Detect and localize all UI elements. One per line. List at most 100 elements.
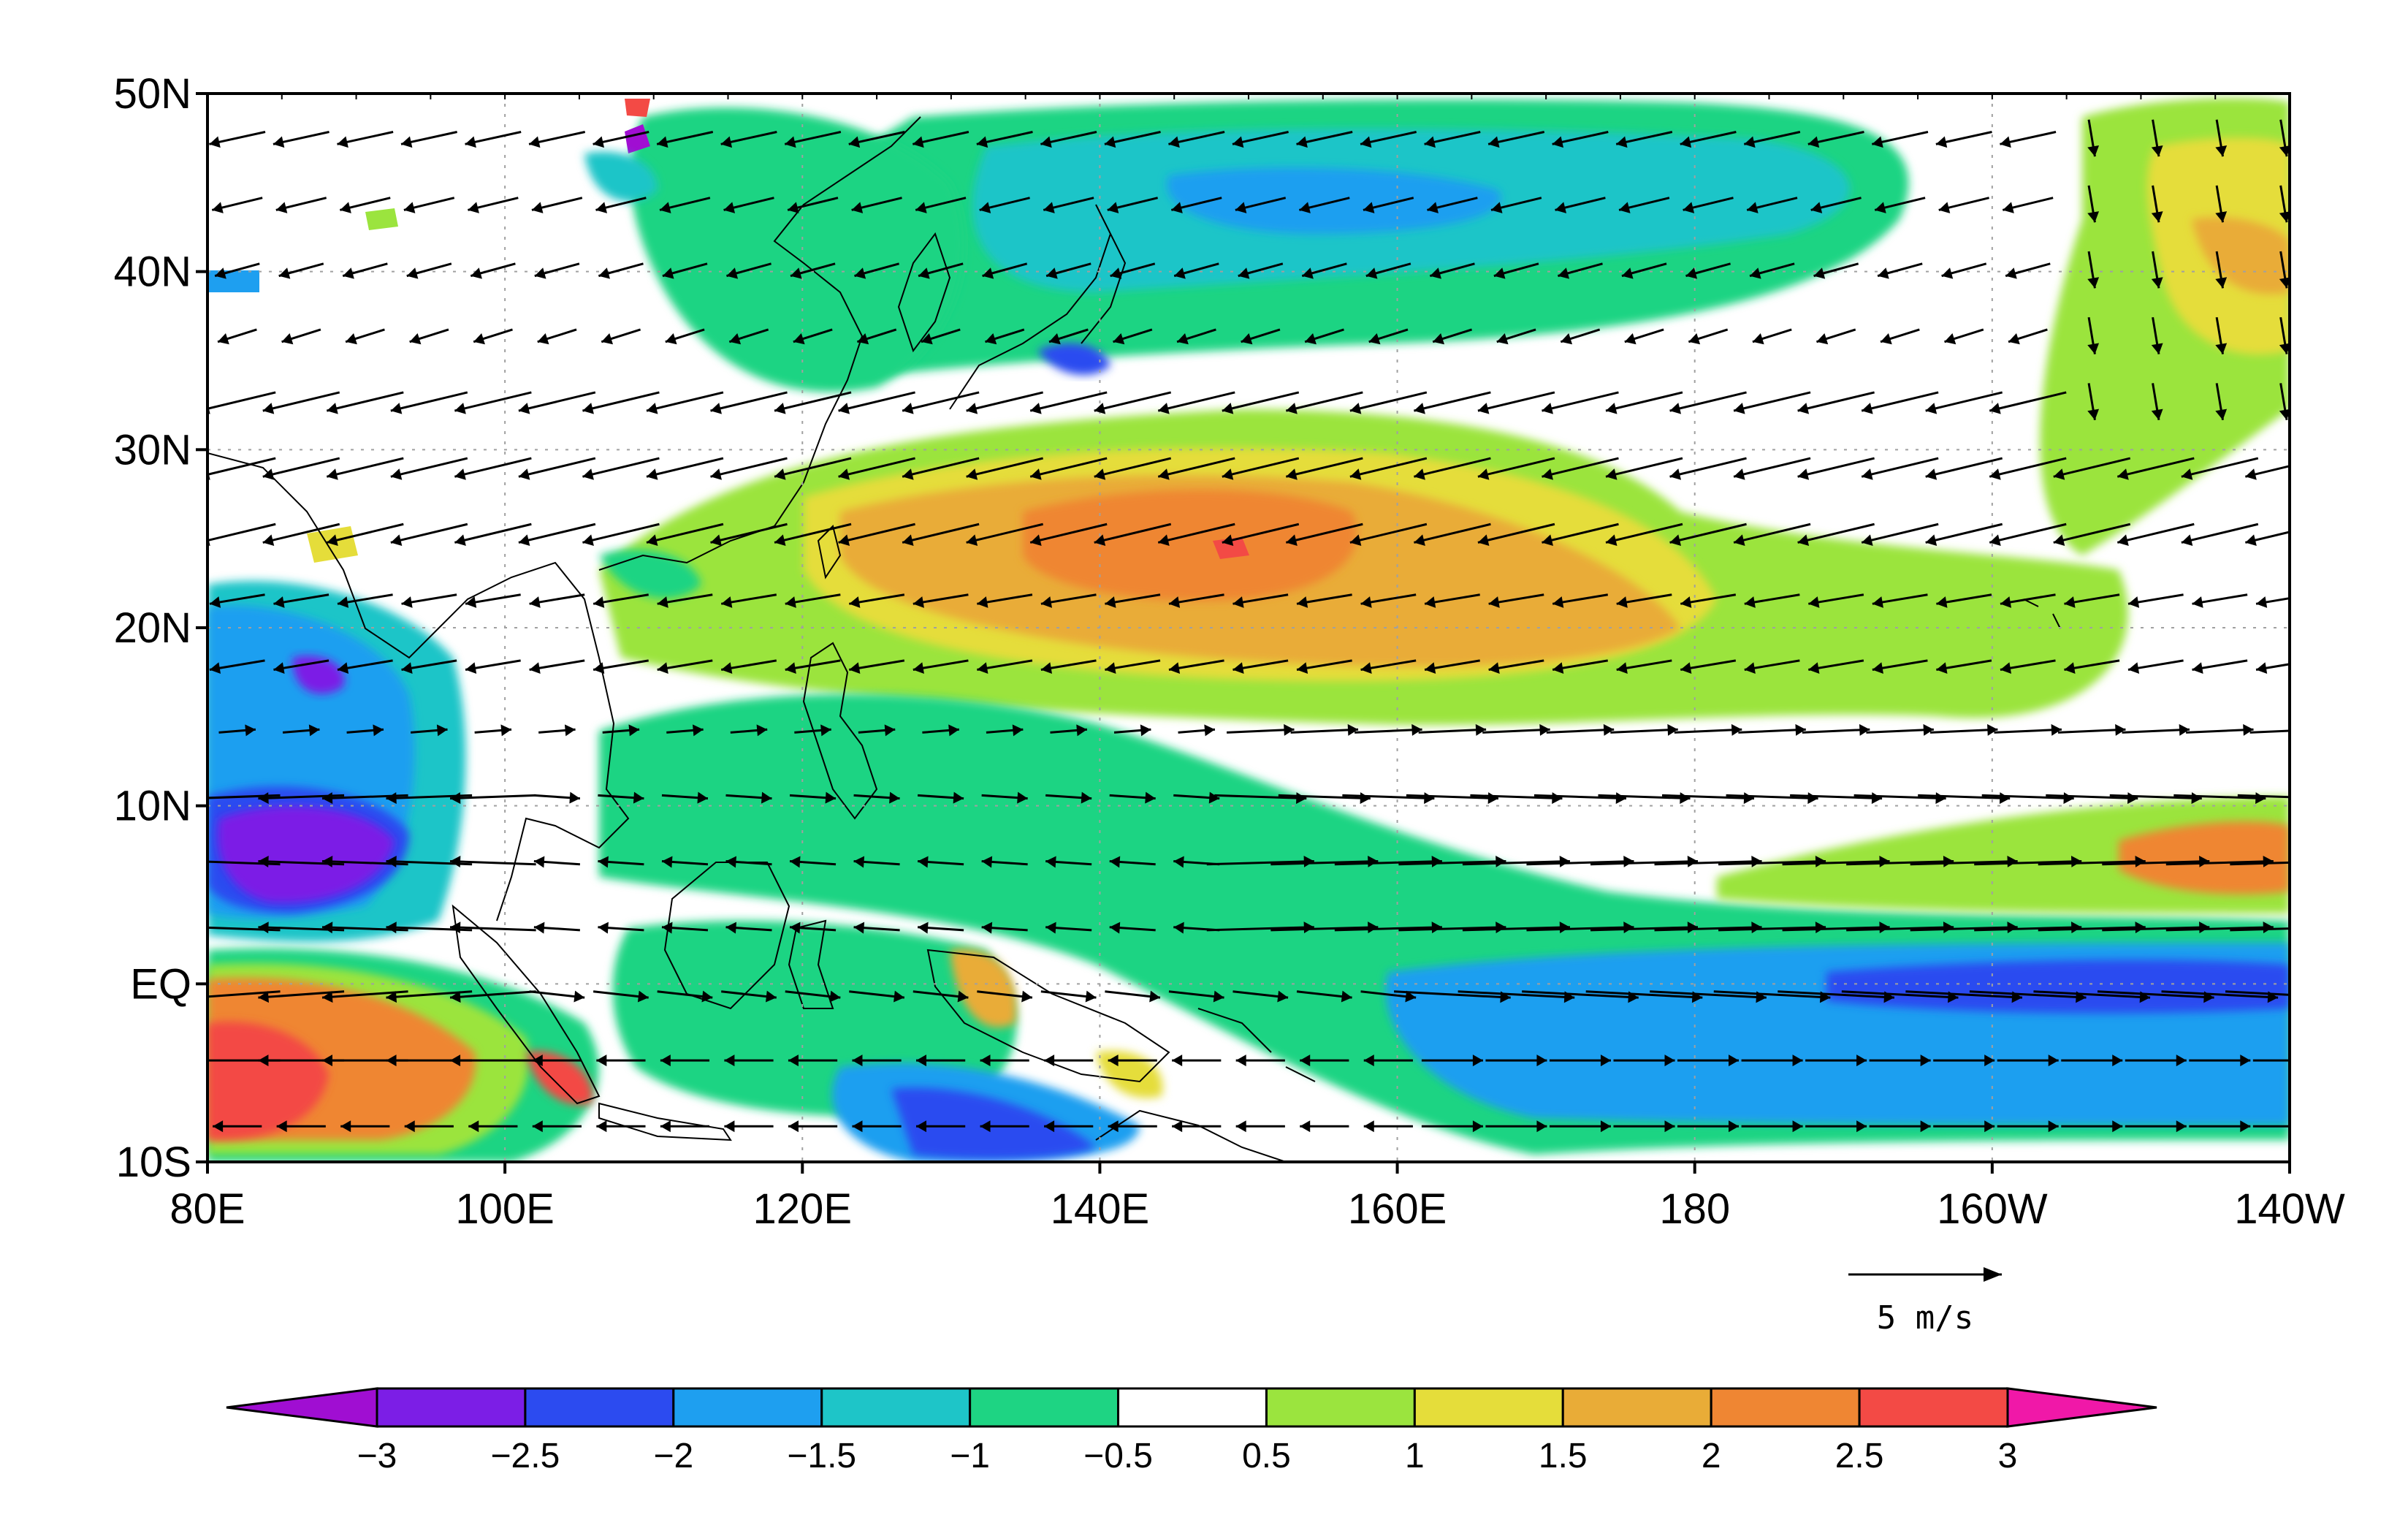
wind-vector-head [1488,136,1500,148]
wind-vector-head [1107,202,1119,213]
wind-vector-head [838,403,850,414]
wind-vector [1526,860,1634,866]
wind-vector [1994,728,2062,734]
wind-vector-head [593,596,605,608]
wind-vector [2122,728,2190,734]
wind-vector-head [889,791,900,804]
wind-vector [646,522,724,544]
wind-vector-head [1496,855,1506,867]
wind-vector-head [465,662,477,674]
wind-vector [1458,990,1575,999]
wind-vector-head [657,136,668,148]
wind-vector-head [2243,723,2254,736]
wind-vector-head [1752,332,1764,345]
wind-vector [1029,457,1108,478]
wind-vector-head [957,990,969,1003]
wind-vector-head [1878,267,1889,279]
lon-label: 80E [169,1185,245,1233]
wind-vector-head [1542,468,1553,480]
wind-vector-head [1606,468,1618,480]
wind-vector-head [1744,136,1756,148]
colorbar-box [1117,1387,1268,1428]
wind-vector-head [2007,922,2018,934]
wind-vector-head [596,1054,607,1067]
wind-vector-head [1363,1120,1374,1133]
wind-vector-head [1688,332,1701,345]
wind-vector-head [2070,855,2082,867]
wind-vector-head [327,534,338,546]
wind-vector [1669,391,1747,412]
wind-vector-head [918,267,930,279]
wind-vector [390,457,468,478]
wind-vector-head [1012,724,1024,737]
axis-ticks [196,92,2291,1174]
wind-vector-head [1943,855,1954,867]
wind-vector-head [1173,922,1184,934]
wind-vector-head [1667,723,1678,736]
wind-vector-head [710,534,722,546]
wind-vector-head [473,332,485,345]
wind-vector [1290,728,1359,734]
wind-vector-head [1603,723,1615,736]
wind-vector [1342,794,1435,800]
wind-vector [1414,522,1491,544]
wind-vector [326,457,404,478]
wind-vector [774,457,852,478]
wind-vector-head [1751,922,1762,934]
wind-vector-head [533,856,545,868]
wind-vector-head [281,332,294,345]
wind-vector [262,457,340,478]
wind-vector-head [788,202,799,213]
wind-vector-head [725,922,737,934]
wind-vector-head [788,1120,799,1133]
wind-vector-head [327,468,338,480]
wind-vector-head [725,856,737,868]
wind-vector-head [2000,662,2012,674]
dotted-grid [207,94,2290,1162]
wind-vector-head [915,202,927,213]
wind-vector [1718,926,1826,932]
wind-vector [1989,457,2067,478]
wind-vector-head [1222,403,1234,414]
wind-vector-head [1808,662,1820,674]
wind-vector-head [646,468,658,480]
wind-vector-head [912,596,924,608]
wind-vector-head [1477,534,1490,546]
wind-vector-head [2304,1120,2314,1132]
wind-vector [1925,522,2003,544]
wind-vector-head [2256,662,2268,674]
wind-vector-head [723,202,736,213]
wind-vector-head [2117,534,2129,546]
wind-vector-head [2176,1120,2187,1133]
wind-vector-head [465,596,477,608]
wind-vector-head [1744,596,1756,608]
wind-vector [1797,457,1875,478]
wind-vector-head [628,724,640,737]
wind-vector-head [1552,662,1564,674]
wind-vector [449,990,536,999]
wind-vector-head [2151,408,2163,420]
wind-vector [1782,926,1890,932]
wind-vector [1733,522,1811,544]
wind-vector-head [273,596,285,608]
wind-vector-head [1936,662,1948,674]
wind-vector [326,522,404,544]
wind-vector-head [2279,145,2290,157]
wind-vector [1522,990,1639,999]
wind-vector-head [1600,1054,1611,1067]
wind-vector-head [1414,534,1425,546]
wind-vector-head [2215,277,2228,289]
wind-vector-head [534,267,546,279]
wind-vector-head [194,1054,205,1066]
wind-vector-head [386,922,397,934]
wind-vector-head [637,990,649,1003]
wind-vector-head [761,791,772,804]
wind-vector-head [1815,922,1826,934]
wind-vector-head [532,1120,543,1133]
wind-vector-head [1303,922,1314,934]
wind-vector-head [1559,855,1570,867]
wind-vector-head [1172,1120,1183,1133]
wind-vector-head [1017,791,1028,804]
wind-vector [1157,457,1235,478]
wind-vector-head [2087,211,2100,223]
